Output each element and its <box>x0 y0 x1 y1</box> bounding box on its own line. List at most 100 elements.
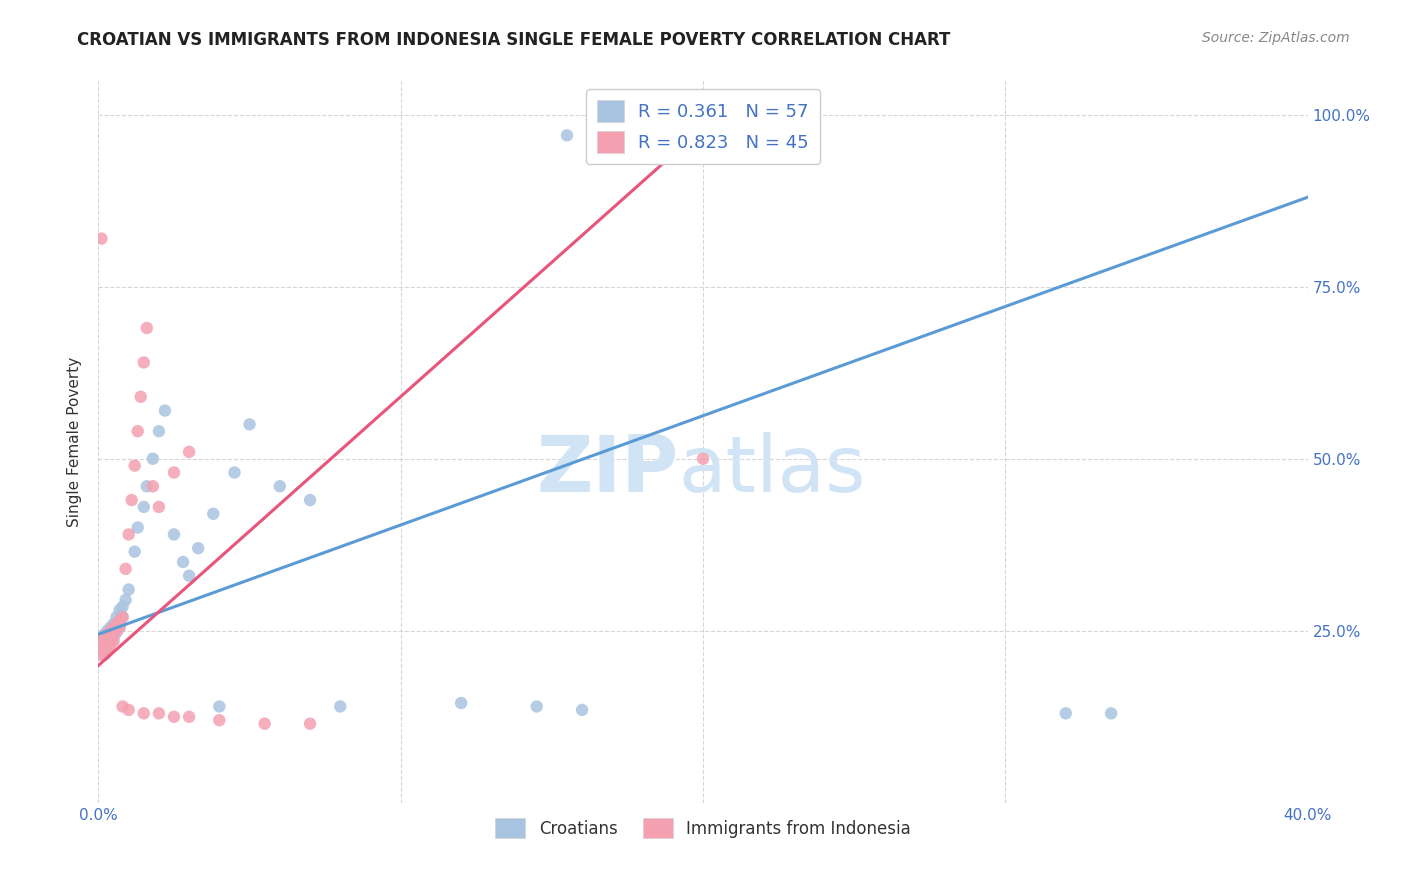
Point <box>118 582 141 597</box>
Point <box>93 638 115 652</box>
Point <box>172 555 194 569</box>
Point <box>100 627 122 641</box>
Point <box>103 627 125 641</box>
Point <box>299 716 322 731</box>
Point <box>111 599 134 614</box>
Point <box>90 634 112 648</box>
Point <box>132 706 155 721</box>
Point <box>526 699 548 714</box>
Point <box>105 625 128 640</box>
Point <box>96 638 118 652</box>
Point <box>111 699 134 714</box>
Point <box>135 321 157 335</box>
Point <box>103 620 125 634</box>
Point <box>118 703 141 717</box>
Point <box>96 640 118 655</box>
Point <box>105 624 128 638</box>
Point <box>148 706 170 721</box>
Point <box>253 716 276 731</box>
Point <box>100 631 122 645</box>
Point <box>100 638 122 652</box>
Legend: Croatians, Immigrants from Indonesia: Croatians, Immigrants from Indonesia <box>489 812 917 845</box>
Point <box>90 634 112 648</box>
Point <box>118 527 141 541</box>
Point <box>108 620 131 634</box>
Point <box>555 128 578 143</box>
Point <box>692 451 714 466</box>
Point <box>179 710 201 724</box>
Point <box>93 627 115 641</box>
Point <box>114 562 136 576</box>
Point <box>132 355 155 369</box>
Point <box>450 696 472 710</box>
Point <box>127 424 149 438</box>
Point <box>96 644 118 658</box>
Point <box>105 616 128 631</box>
Text: CROATIAN VS IMMIGRANTS FROM INDONESIA SINGLE FEMALE POVERTY CORRELATION CHART: CROATIAN VS IMMIGRANTS FROM INDONESIA SI… <box>77 31 950 49</box>
Point <box>100 624 122 638</box>
Point <box>187 541 209 556</box>
Point <box>108 614 131 628</box>
Point <box>142 451 165 466</box>
Point <box>179 445 201 459</box>
Point <box>111 610 134 624</box>
Point <box>329 699 352 714</box>
Point <box>90 231 112 245</box>
Point <box>90 640 112 655</box>
Point <box>135 479 157 493</box>
Point <box>148 424 170 438</box>
Point <box>103 616 125 631</box>
Point <box>108 603 131 617</box>
Text: atlas: atlas <box>679 433 866 508</box>
Point <box>163 466 186 480</box>
Point <box>96 624 118 638</box>
Point <box>239 417 262 432</box>
Point <box>108 620 131 634</box>
Point <box>202 507 225 521</box>
Point <box>93 644 115 658</box>
Y-axis label: Single Female Poverty: Single Female Poverty <box>67 357 83 526</box>
Point <box>179 568 201 582</box>
Point <box>661 128 683 143</box>
Point <box>132 500 155 514</box>
Point <box>163 710 186 724</box>
Text: Source: ZipAtlas.com: Source: ZipAtlas.com <box>1202 31 1350 45</box>
Point <box>586 128 609 143</box>
Point <box>103 631 125 645</box>
Point <box>616 128 638 143</box>
Point <box>93 634 115 648</box>
Point <box>129 390 152 404</box>
Point <box>100 634 122 648</box>
Point <box>208 699 231 714</box>
Point <box>124 458 146 473</box>
Point <box>1099 706 1122 721</box>
Point <box>142 479 165 493</box>
Point <box>105 616 128 631</box>
Text: ZIP: ZIP <box>537 433 679 508</box>
Point <box>108 614 131 628</box>
Point <box>93 640 115 655</box>
Point <box>90 640 112 655</box>
Point <box>96 634 118 648</box>
Point <box>103 634 125 648</box>
Point <box>127 520 149 534</box>
Point <box>111 610 134 624</box>
Point <box>124 544 146 558</box>
Point <box>93 631 115 645</box>
Point <box>153 403 176 417</box>
Point <box>90 644 112 658</box>
Point <box>571 703 593 717</box>
Point <box>148 500 170 514</box>
Point <box>93 648 115 662</box>
Point <box>269 479 291 493</box>
Point <box>103 624 125 638</box>
Point <box>208 713 231 727</box>
Point <box>163 527 186 541</box>
Point <box>224 466 246 480</box>
Point <box>121 493 143 508</box>
Point <box>299 493 322 508</box>
Point <box>105 610 128 624</box>
Point <box>96 631 118 645</box>
Point <box>96 627 118 641</box>
Point <box>1054 706 1077 721</box>
